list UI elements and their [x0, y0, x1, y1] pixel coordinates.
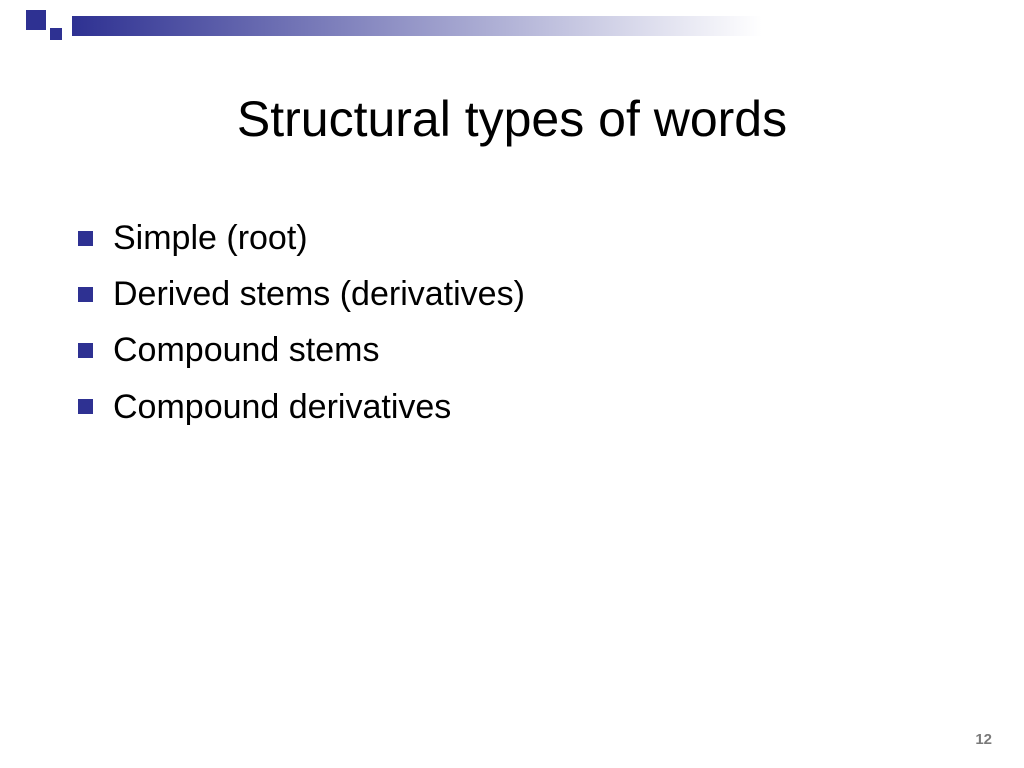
bullet-icon	[78, 343, 93, 358]
square-icon	[50, 28, 62, 40]
slide-title: Structural types of words	[0, 90, 1024, 148]
list-item: Derived stems (derivatives)	[78, 272, 525, 316]
list-item-label: Simple (root)	[113, 216, 308, 260]
bullet-icon	[78, 231, 93, 246]
list-item-label: Derived stems (derivatives)	[113, 272, 525, 316]
page-number: 12	[975, 731, 992, 748]
bullet-list: Simple (root) Derived stems (derivatives…	[78, 216, 525, 441]
list-item: Compound stems	[78, 328, 525, 372]
list-item: Simple (root)	[78, 216, 525, 260]
square-icon	[26, 10, 46, 30]
list-item-label: Compound derivatives	[113, 385, 451, 429]
header-decoration	[0, 0, 1024, 24]
gradient-bar	[72, 16, 992, 36]
list-item-label: Compound stems	[113, 328, 379, 372]
bullet-icon	[78, 399, 93, 414]
bullet-icon	[78, 287, 93, 302]
list-item: Compound derivatives	[78, 385, 525, 429]
